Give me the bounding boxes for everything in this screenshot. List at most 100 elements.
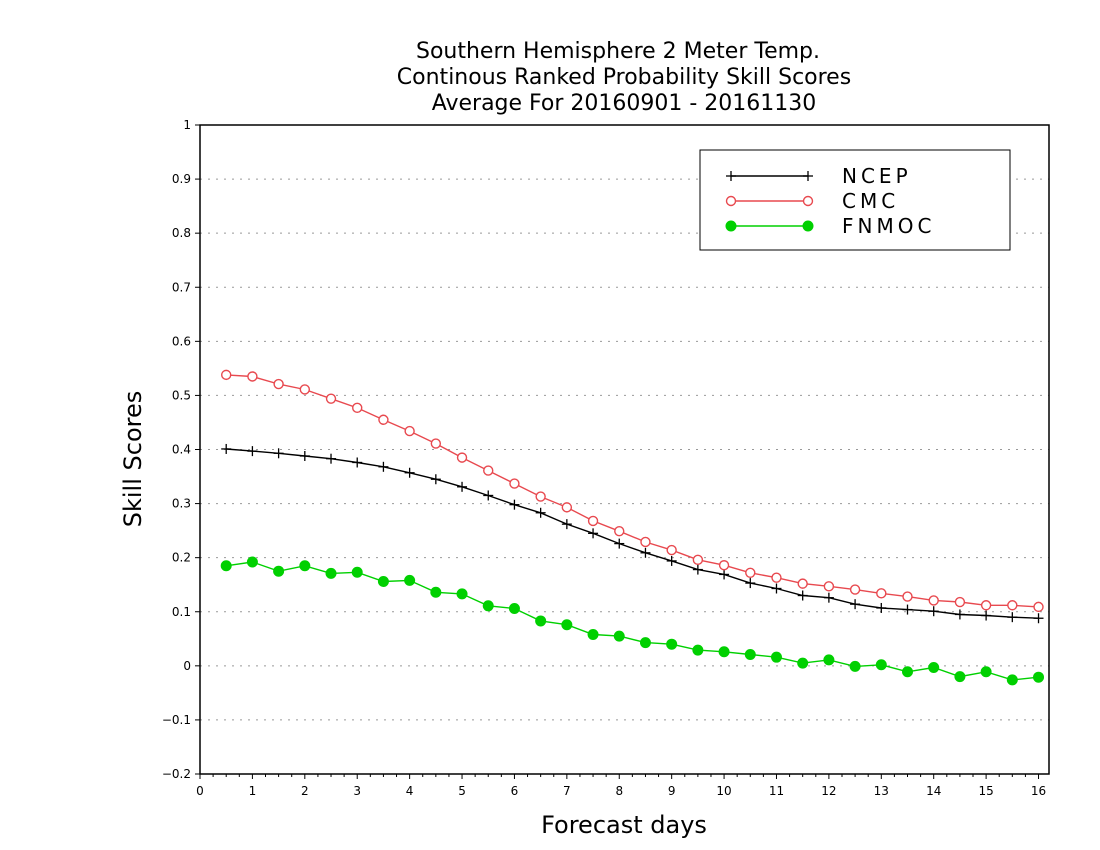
data-point-fnmoc xyxy=(482,600,494,612)
data-point-fnmoc xyxy=(797,657,809,669)
data-point-cmc xyxy=(456,452,468,463)
data-point-cmc xyxy=(902,591,913,602)
y-tick-label: 0.8 xyxy=(172,226,191,240)
legend-entry-fnmoc: FNMOC xyxy=(725,214,935,238)
x-tick-label: 9 xyxy=(668,784,676,798)
data-point-cmc xyxy=(849,584,861,595)
data-point-fnmoc xyxy=(561,619,573,631)
legend-label-fnmoc: FNMOC xyxy=(842,214,935,238)
data-point-ncep xyxy=(326,453,337,464)
data-point-fnmoc xyxy=(928,661,940,673)
data-point-ncep xyxy=(666,555,677,566)
data-point-ncep xyxy=(299,450,310,461)
legend-entry-ncep: NCEP xyxy=(726,164,912,188)
data-point-cmc xyxy=(587,515,599,527)
title-line-1: Southern Hemisphere 2 Meter Temp. xyxy=(416,39,820,64)
x-tick-label: 0 xyxy=(196,784,204,798)
y-tick-label: −0.1 xyxy=(162,713,191,727)
data-point-ncep xyxy=(876,602,887,613)
data-point-cmc xyxy=(666,544,677,556)
data-point-ncep xyxy=(509,499,520,510)
data-point-cmc xyxy=(273,378,284,390)
data-point-fnmoc xyxy=(639,637,651,649)
data-point-fnmoc xyxy=(666,638,678,650)
legend-marker-cmc xyxy=(802,195,814,207)
x-tick-label: 13 xyxy=(874,784,889,798)
gridlines xyxy=(200,178,1049,721)
y-tick-label: 0.3 xyxy=(172,497,191,511)
data-point-fnmoc xyxy=(508,603,520,615)
x-tick-label: 11 xyxy=(769,784,784,798)
data-point-fnmoc xyxy=(220,560,232,572)
data-point-fnmoc xyxy=(273,565,285,577)
y-tick-label: 0.1 xyxy=(172,605,191,619)
y-tick-label: 0.4 xyxy=(172,443,191,457)
data-point-ncep xyxy=(823,592,834,603)
data-point-ncep xyxy=(561,519,572,530)
data-point-ncep xyxy=(745,578,756,589)
data-point-cmc xyxy=(928,595,939,606)
data-point-cmc xyxy=(299,384,311,395)
data-point-fnmoc xyxy=(849,660,861,672)
data-point-cmc xyxy=(352,402,363,414)
data-point-fnmoc xyxy=(325,567,337,579)
data-point-fnmoc xyxy=(770,651,782,663)
x-tick-label: 8 xyxy=(615,784,623,798)
data-point-cmc xyxy=(745,567,756,579)
y-tick-label: 0.7 xyxy=(172,280,191,294)
data-point-cmc xyxy=(771,572,782,583)
data-point-ncep xyxy=(273,448,284,459)
data-point-ncep xyxy=(352,457,363,468)
series-fnmoc xyxy=(220,556,1045,686)
data-point-cmc xyxy=(640,536,651,548)
x-tick-label: 2 xyxy=(301,784,309,798)
data-point-fnmoc xyxy=(823,654,835,666)
legend-marker-fnmoc xyxy=(802,220,814,232)
y-tick-label: 0.9 xyxy=(172,172,191,186)
data-point-ncep xyxy=(535,507,546,518)
axes: −0.2−0.100.10.20.30.40.50.60.70.80.910 1 2… xyxy=(162,118,1046,798)
data-point-ncep xyxy=(902,604,913,615)
data-point-ncep xyxy=(954,609,965,620)
legend-marker-ncep xyxy=(803,171,813,181)
data-point-cmc xyxy=(692,554,704,566)
x-tick-label: 3 xyxy=(353,784,361,798)
data-point-fnmoc xyxy=(954,671,966,683)
data-point-fnmoc xyxy=(430,586,442,598)
data-point-cmc xyxy=(823,581,835,592)
data-point-cmc xyxy=(614,525,625,537)
data-point-ncep xyxy=(483,490,494,501)
legend-label-cmc: CMC xyxy=(842,189,899,213)
x-tick-label: 4 xyxy=(406,784,414,798)
y-tick-label: 0 xyxy=(183,659,191,673)
data-point-ncep xyxy=(1007,612,1018,623)
data-point-ncep xyxy=(928,606,939,617)
series-line-fnmoc xyxy=(226,561,1039,681)
legend-label-ncep: NCEP xyxy=(842,164,912,188)
series-line-ncep xyxy=(226,448,1039,619)
data-point-fnmoc xyxy=(587,628,599,640)
data-point-ncep xyxy=(692,564,703,575)
x-tick-label: 6 xyxy=(511,784,519,798)
data-point-fnmoc xyxy=(351,566,363,578)
y-axis-label: Skill Scores xyxy=(119,391,147,528)
data-point-cmc xyxy=(980,600,992,611)
data-point-fnmoc xyxy=(613,630,625,642)
data-point-cmc xyxy=(378,414,389,425)
data-point-ncep xyxy=(797,590,808,601)
data-point-cmc xyxy=(797,578,808,589)
data-point-fnmoc xyxy=(246,556,258,568)
y-tick-label: 1 xyxy=(183,118,191,132)
data-point-cmc xyxy=(1007,600,1018,611)
data-point-ncep xyxy=(221,443,232,454)
series-layer xyxy=(220,369,1045,686)
data-point-fnmoc xyxy=(456,588,468,600)
data-point-ncep xyxy=(850,599,861,610)
data-point-ncep xyxy=(588,528,599,539)
data-point-fnmoc xyxy=(404,574,416,586)
data-point-fnmoc xyxy=(1033,671,1045,683)
x-tick-label: 7 xyxy=(563,784,571,798)
data-point-cmc xyxy=(325,393,337,404)
